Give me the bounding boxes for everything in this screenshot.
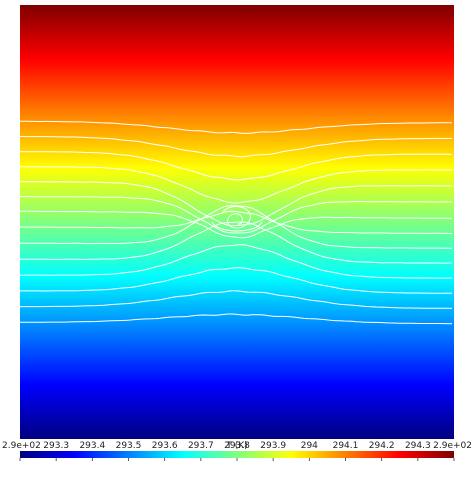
contour-line [20, 244, 453, 279]
colorbar-tick-label: 293.4 [79, 441, 105, 451]
colorbar-tick-label: 294.2 [369, 441, 395, 451]
vortex-contour [211, 221, 263, 232]
contour-line [20, 136, 452, 158]
contour-line [20, 210, 453, 234]
colorbar-tick-label: 293.6 [152, 441, 178, 451]
colorbar-tick-label: 294 [301, 441, 318, 451]
contour-line [20, 210, 453, 239]
contour-line [19, 205, 452, 249]
vortex-contour [221, 206, 251, 229]
contour-line [20, 290, 453, 309]
contour-line [20, 166, 452, 204]
contour-lines [19, 120, 453, 325]
colorbar-ticks: 2.9e+02 293.3 293.4 293.5 293.6 293.7 293.8 293… [2, 441, 472, 461]
colorbar-tick-label: 293.8 [224, 441, 250, 451]
contour-line [20, 196, 453, 234]
contour-line [20, 151, 452, 181]
contour-line [20, 221, 453, 264]
colorbar-tick-label: 293.7 [188, 441, 214, 451]
colorbar-tick-label: 294.1 [333, 441, 359, 451]
colorbar-tick-label: 2.9e+02 [433, 441, 472, 451]
colorbar-tick-label: 293.5 [116, 441, 142, 451]
colorbar-tick-label: 2.9e+02 [2, 441, 41, 451]
contour-line [20, 181, 452, 227]
contour-line [20, 120, 452, 134]
colorbar-tick-label: 293.9 [260, 441, 286, 451]
contour-line [20, 267, 453, 294]
contour-line [20, 313, 453, 325]
colorbar [20, 451, 454, 458]
colorbar-tick-label: 294.3 [405, 441, 431, 451]
colorbar-title: T (K) [226, 441, 248, 451]
colorbar-tick-label: 293.3 [43, 441, 69, 451]
